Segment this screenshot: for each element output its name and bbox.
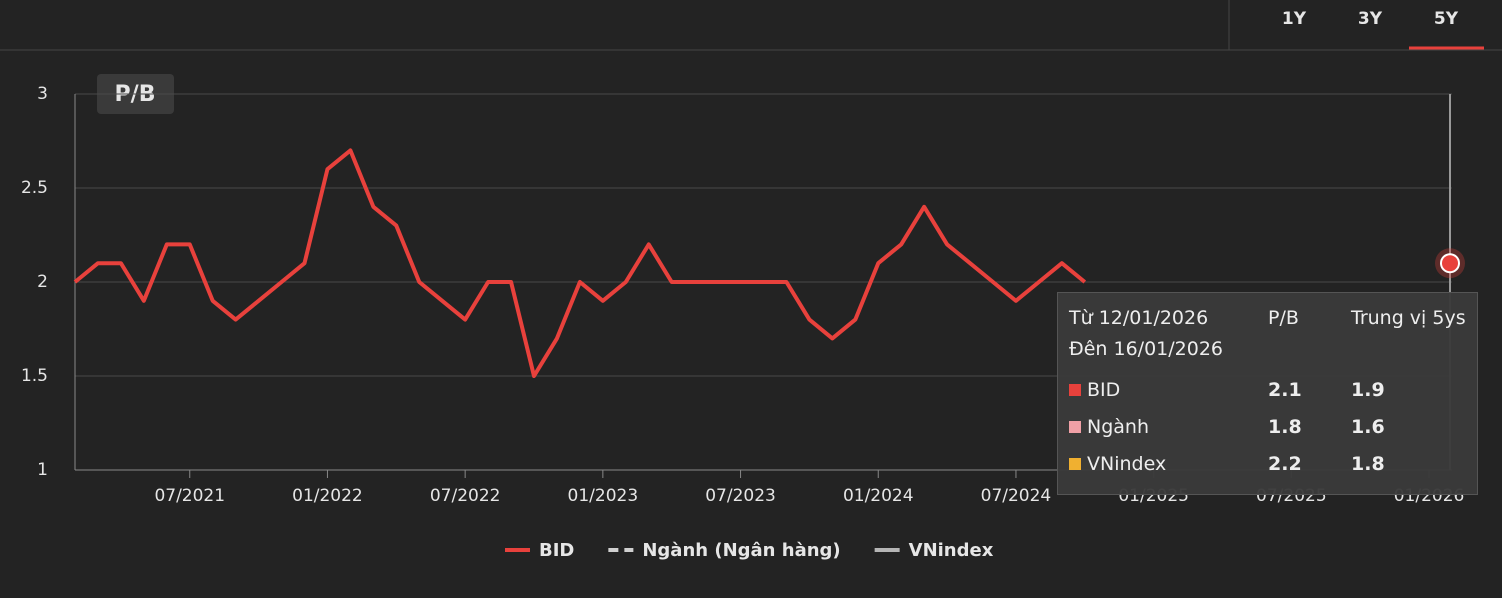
tooltip-header: P/B bbox=[1268, 307, 1299, 329]
tooltip-row-name: VNindex bbox=[1069, 453, 1166, 475]
tooltip-value: 1.8 bbox=[1351, 453, 1385, 475]
tooltip-row-label: VNindex bbox=[1087, 453, 1167, 475]
x-tick-label: 01/2022 bbox=[292, 486, 363, 506]
hover-dot bbox=[1440, 253, 1460, 274]
tooltip-header: Trung vị 5ys bbox=[1351, 307, 1466, 329]
tab[interactable]: 3Y bbox=[1358, 9, 1383, 29]
tab[interactable]: 1Y bbox=[1282, 9, 1307, 29]
y-tick-label: 2.5 bbox=[21, 178, 48, 198]
tooltip-swatch bbox=[1069, 384, 1081, 396]
tooltip-value: 2.1 bbox=[1268, 379, 1302, 401]
tooltip-value: 1.9 bbox=[1351, 379, 1385, 401]
tooltip-swatch bbox=[1069, 421, 1081, 433]
tab[interactable]: 5Y bbox=[1434, 9, 1459, 29]
series-line bbox=[73, 148, 1087, 378]
x-tick-label: 07/2022 bbox=[430, 486, 501, 506]
legend-label[interactable]: Ngành (Ngân hàng) bbox=[642, 540, 840, 561]
tooltip-row-label: BID bbox=[1087, 379, 1121, 401]
tooltip-value: 1.8 bbox=[1268, 416, 1302, 438]
x-tick-label: 01/2023 bbox=[568, 486, 639, 506]
tooltip-row-name: Ngành bbox=[1069, 416, 1149, 438]
tooltip-value: 2.2 bbox=[1268, 453, 1302, 475]
tooltip-row-label: Ngành bbox=[1087, 416, 1150, 438]
y-tick-label: 3 bbox=[37, 84, 48, 104]
tooltip-value: 1.6 bbox=[1351, 416, 1385, 438]
tooltip-from: Từ 12/01/2026 bbox=[1069, 307, 1209, 329]
y-tick-label: 1 bbox=[37, 460, 48, 480]
tooltip-to: Đên 16/01/2026 bbox=[1069, 338, 1224, 360]
tooltip-row-name: BID bbox=[1069, 379, 1120, 401]
y-tick-label: 1.5 bbox=[21, 366, 48, 386]
legend-label[interactable]: VNindex bbox=[909, 540, 994, 561]
tooltip: Từ 12/01/2026 Đên 16/01/2026 P/B Trung vị 5… bbox=[1057, 292, 1478, 495]
x-tick-label: 07/2021 bbox=[154, 486, 225, 506]
legend-label[interactable]: BID bbox=[539, 540, 574, 561]
x-tick-label: 07/2024 bbox=[981, 486, 1052, 506]
x-tick-label: 07/2023 bbox=[705, 486, 776, 506]
x-tick-label: 01/2024 bbox=[843, 486, 914, 506]
y-tick-label: 2 bbox=[37, 272, 48, 292]
tooltip-swatch bbox=[1069, 458, 1081, 470]
